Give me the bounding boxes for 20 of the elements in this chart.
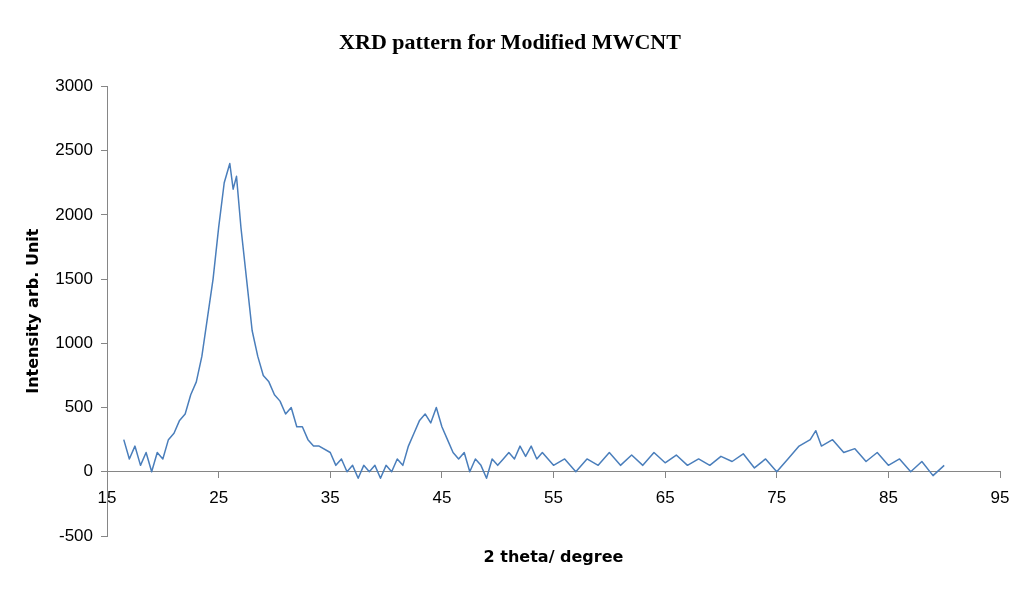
x-tick-label: 95 <box>990 487 1010 507</box>
y-tick-label: 1000 <box>55 333 94 352</box>
x-tick-label: 55 <box>544 487 563 507</box>
y-tick-label: 3000 <box>55 76 94 96</box>
x-tick-label: 35 <box>320 487 340 507</box>
x-tick-label: 75 <box>767 487 787 507</box>
x-tick-label: 45 <box>432 487 452 507</box>
y-tick-label: -500 <box>58 525 94 545</box>
x-tick-label: 25 <box>209 487 229 507</box>
y-tick-label: 2500 <box>55 140 94 160</box>
x-tick-label: 15 <box>97 487 117 507</box>
y-tick-label: 2000 <box>55 204 94 224</box>
y-axis-title: Intensity arb. Unit <box>22 228 42 394</box>
y-tick-label: 1500 <box>55 268 94 288</box>
x-tick-label: 85 <box>878 487 898 507</box>
chart-title: XRD pattern for Modified MWCNT <box>339 28 682 54</box>
x-tick-label: 65 <box>655 487 675 507</box>
y-tick-label: 0 <box>83 461 94 481</box>
y-tick-label: 500 <box>64 397 94 417</box>
x-axis-title: 2 theta/ degree <box>483 547 624 567</box>
